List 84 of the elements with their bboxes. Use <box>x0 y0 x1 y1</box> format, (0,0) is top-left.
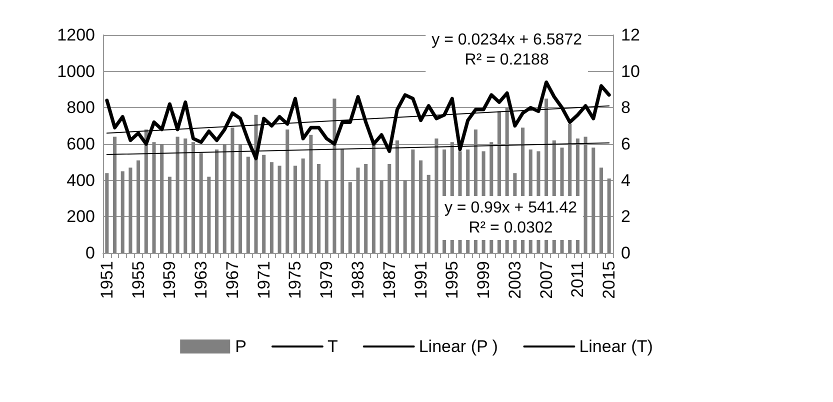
bar <box>364 164 368 253</box>
x-tick-label: 1955 <box>128 261 148 299</box>
x-tick-label: 1979 <box>317 261 336 299</box>
bar <box>105 173 109 253</box>
bar <box>120 171 124 253</box>
y2-tick-label: 8 <box>621 98 630 118</box>
bar <box>128 168 132 253</box>
bar <box>199 153 203 253</box>
bar <box>184 138 188 253</box>
bar <box>254 114 258 253</box>
legend-label: Linear (T) <box>579 337 653 356</box>
bar <box>270 162 274 253</box>
y2-tick-label: 2 <box>621 207 630 226</box>
x-tick-label: 1951 <box>97 261 116 299</box>
bar <box>348 182 352 253</box>
x-tick-label: 1983 <box>348 261 368 299</box>
y2-tick-label: 4 <box>621 170 630 190</box>
bar <box>238 144 242 253</box>
bar <box>388 164 392 253</box>
bar <box>136 160 140 253</box>
x-tick-label: 1995 <box>442 261 462 299</box>
y2-tick-label: 6 <box>621 134 630 154</box>
bar <box>160 144 164 253</box>
bar <box>222 144 226 253</box>
bar <box>332 98 336 253</box>
bar <box>278 166 282 253</box>
x-tick-label: 1959 <box>160 261 180 299</box>
bar <box>584 136 588 253</box>
line-series <box>105 80 611 160</box>
bar <box>215 149 219 253</box>
bar <box>144 129 148 253</box>
x-tick-label: 1963 <box>192 261 211 299</box>
y-tick-label: 800 <box>66 98 95 118</box>
bar <box>340 149 344 253</box>
bar <box>607 178 611 253</box>
bar <box>286 129 290 253</box>
bar <box>411 149 415 253</box>
y-tick-label: 1200 <box>57 26 95 44</box>
legend-label: Linear (P ) <box>418 337 498 356</box>
bar <box>168 176 172 253</box>
bar <box>395 140 399 253</box>
y2-tick-label: 12 <box>621 26 640 44</box>
x-tick-label: 1971 <box>254 261 274 299</box>
y-tick-label: 600 <box>66 134 95 154</box>
annotation: y = 0.99x + 541.42 R² = 0.0302 <box>444 200 578 236</box>
bar <box>230 128 234 253</box>
bar <box>317 164 321 253</box>
x-tick-label: 2007 <box>536 261 556 299</box>
bar <box>592 148 596 253</box>
x-tick-label: 1999 <box>474 261 494 299</box>
legend-label: P <box>235 337 246 356</box>
bar <box>434 138 438 253</box>
y2-tick-label: 10 <box>621 62 640 81</box>
bar <box>207 176 211 253</box>
y-tick-label: 1000 <box>57 62 95 81</box>
y2-tick-label: 0 <box>621 244 630 262</box>
legend-label: T <box>327 337 338 356</box>
bar <box>380 180 384 253</box>
bar <box>599 168 603 253</box>
bar <box>113 136 117 253</box>
x-tick-label: 2003 <box>505 261 524 299</box>
bar <box>176 136 180 253</box>
x-tick-label: 1967 <box>222 261 242 299</box>
y-tick-label: 200 <box>66 207 95 226</box>
bar <box>152 142 156 253</box>
bar <box>301 158 305 253</box>
bar <box>191 142 195 253</box>
x-tick-label: 2015 <box>600 261 619 299</box>
x-tick-label: 1975 <box>286 261 305 299</box>
y-tick-label: 400 <box>66 170 95 190</box>
bar <box>419 160 423 253</box>
annotation: y = 0.0234x + 6.5872 R² = 0.2188 <box>432 32 582 68</box>
x-tick-label: 1991 <box>411 261 430 299</box>
bar <box>262 154 266 253</box>
bar <box>403 180 407 253</box>
bar <box>293 166 297 253</box>
x-tick-label: 1987 <box>380 261 399 299</box>
x-tick-label: 2011 <box>568 261 588 298</box>
bar <box>246 156 250 253</box>
bar <box>324 180 328 253</box>
bar <box>426 174 430 253</box>
bar <box>309 134 313 253</box>
y-tick-label: 0 <box>86 244 95 262</box>
bar <box>356 168 360 253</box>
